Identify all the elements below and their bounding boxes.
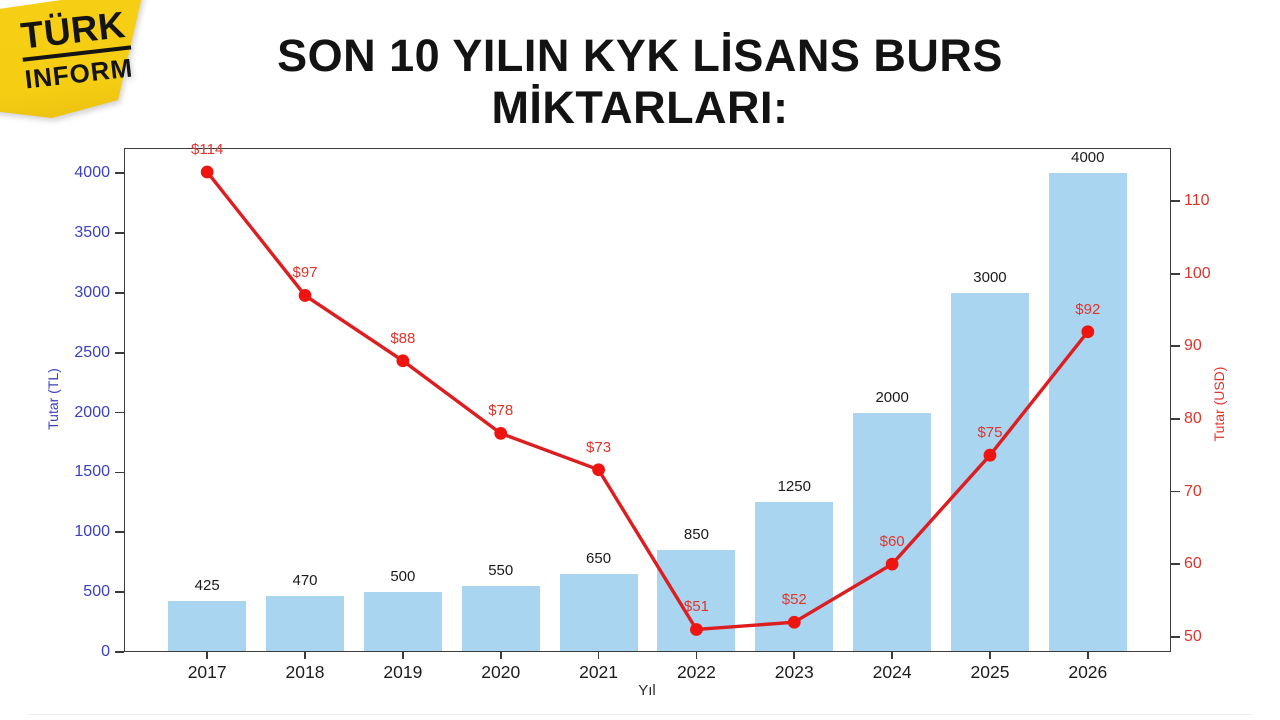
year-label-2025: 2025 bbox=[970, 662, 1010, 682]
x-tick-2026 bbox=[1086, 652, 1089, 659]
page-title-line2: MİKTARLARI: bbox=[491, 82, 789, 134]
bar-2020 bbox=[461, 586, 540, 651]
usd-point-label-2019: $88 bbox=[390, 329, 416, 347]
year-label-2023: 2023 bbox=[774, 662, 814, 682]
bar-2023 bbox=[755, 502, 834, 651]
left-tick-1500 bbox=[115, 471, 124, 474]
usd-point-label-2025: $75 bbox=[977, 424, 1003, 442]
bottom-divider bbox=[28, 714, 1252, 715]
x-tick-2022 bbox=[695, 652, 698, 659]
usd-point-label-2022: $51 bbox=[683, 598, 709, 616]
right-tick-label-110: 110 bbox=[1184, 192, 1210, 209]
x-tick-2017 bbox=[206, 652, 208, 659]
bar-2026 bbox=[1048, 173, 1127, 651]
bar-2019 bbox=[363, 592, 442, 651]
logo-text: TÜRK INFORM bbox=[18, 4, 135, 95]
x-tick-2020 bbox=[499, 652, 502, 659]
left-tick-2500 bbox=[115, 351, 124, 354]
left-tick-label-0: 0 bbox=[101, 643, 110, 660]
page-title-line1: SON 10 YILIN KYK LİSANS BURS bbox=[277, 30, 1003, 81]
bar-label-2023: 1250 bbox=[777, 478, 811, 496]
usd-point-label-2026: $92 bbox=[1075, 300, 1101, 318]
usd-point-label-2018: $97 bbox=[292, 264, 318, 282]
bar-label-2019: 500 bbox=[390, 568, 416, 586]
usd-point-label-2023: $52 bbox=[781, 591, 807, 609]
left-tick-label-4000: 4000 bbox=[74, 164, 110, 182]
page-title: SON 10 YILIN KYK LİSANS BURS MİKTARLARI: bbox=[0, 30, 1280, 134]
bar-label-2021: 650 bbox=[586, 550, 612, 568]
bar-label-2018: 470 bbox=[292, 571, 318, 589]
bar-label-2026: 4000 bbox=[1071, 149, 1105, 167]
usd-point-label-2017: $114 bbox=[191, 140, 224, 158]
left-tick-label-1500: 1500 bbox=[74, 463, 110, 481]
left-tick-500 bbox=[115, 591, 124, 594]
bar-label-2017: 425 bbox=[194, 577, 220, 595]
brand-logo: TÜRK INFORM bbox=[0, 0, 172, 138]
right-tick-110 bbox=[1171, 200, 1180, 202]
right-tick-label-70: 70 bbox=[1184, 482, 1202, 500]
year-label-2022: 2022 bbox=[676, 662, 716, 682]
year-label-2024: 2024 bbox=[872, 662, 912, 682]
left-tick-2000 bbox=[115, 411, 124, 414]
x-tick-2023 bbox=[793, 652, 796, 659]
bar-2024 bbox=[853, 412, 932, 651]
bar-label-2024: 2000 bbox=[875, 388, 909, 406]
right-tick-80 bbox=[1171, 418, 1180, 420]
right-tick-50 bbox=[1171, 635, 1180, 638]
x-tick-2021 bbox=[597, 652, 600, 659]
x-tick-2018 bbox=[304, 652, 306, 659]
left-tick-4000 bbox=[115, 172, 124, 174]
bar-label-2022: 850 bbox=[683, 526, 709, 544]
left-tick-label-2500: 2500 bbox=[74, 343, 110, 361]
bar-2018 bbox=[266, 595, 345, 651]
right-tick-100 bbox=[1171, 272, 1180, 275]
usd-point-label-2021: $73 bbox=[586, 438, 612, 456]
bar-2021 bbox=[559, 574, 638, 651]
year-label-2017: 2017 bbox=[187, 662, 227, 682]
x-tick-2019 bbox=[402, 652, 404, 659]
left-tick-3000 bbox=[115, 291, 124, 294]
year-label-2018: 2018 bbox=[285, 662, 325, 682]
usd-point-label-2020: $78 bbox=[488, 402, 514, 420]
right-tick-label-60: 60 bbox=[1184, 555, 1202, 573]
left-tick-3500 bbox=[115, 232, 124, 234]
right-tick-70 bbox=[1171, 490, 1180, 493]
year-label-2020: 2020 bbox=[481, 662, 521, 682]
left-tick-label-2000: 2000 bbox=[74, 403, 110, 421]
right-tick-label-80: 80 bbox=[1184, 409, 1202, 427]
x-axis-title: Yıl bbox=[638, 682, 656, 699]
x-tick-2024 bbox=[891, 652, 893, 659]
left-tick-0 bbox=[115, 651, 124, 653]
bar-label-2025: 3000 bbox=[973, 268, 1007, 286]
right-tick-label-100: 100 bbox=[1184, 264, 1211, 282]
left-tick-1000 bbox=[115, 531, 124, 534]
right-tick-label-90: 90 bbox=[1184, 337, 1202, 355]
x-tick-2025 bbox=[989, 652, 991, 659]
year-label-2021: 2021 bbox=[579, 662, 619, 682]
left-tick-label-500: 500 bbox=[83, 583, 110, 601]
usd-point-label-2024: $60 bbox=[879, 533, 905, 551]
year-label-2019: 2019 bbox=[383, 662, 423, 682]
right-tick-60 bbox=[1171, 563, 1180, 565]
right-tick-90 bbox=[1171, 345, 1180, 348]
right-tick-label-50: 50 bbox=[1184, 627, 1202, 645]
bar-2017 bbox=[168, 601, 247, 651]
left-tick-label-3500: 3500 bbox=[74, 223, 110, 241]
bar-2025 bbox=[950, 292, 1029, 651]
bar-label-2020: 550 bbox=[488, 562, 514, 580]
left-tick-label-3000: 3000 bbox=[74, 283, 110, 301]
year-label-2026: 2026 bbox=[1068, 662, 1108, 682]
left-tick-label-1000: 1000 bbox=[74, 523, 110, 541]
